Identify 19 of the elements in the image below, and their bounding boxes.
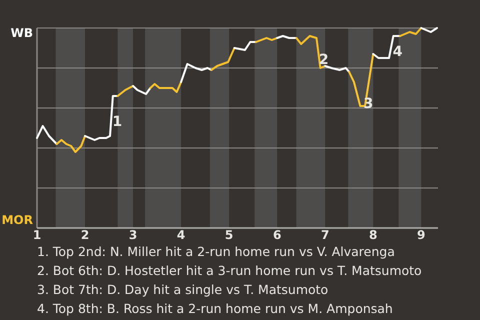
x-tick-label: 6 <box>272 228 282 242</box>
text: 2. Bot 6th: D. Hostetler hit a 3-run home run vs T. Matsumoto <box>37 263 422 278</box>
text: 3. Bot 7th: D. Day hit a single vs T. Matsumoto <box>37 282 328 297</box>
annotation: 2 <box>318 52 329 68</box>
text: MOR <box>2 213 33 227</box>
annotation: 1 <box>112 114 122 130</box>
x-tick-label: 5 <box>224 228 234 242</box>
text: WB <box>10 26 33 40</box>
x-tick-label: 2 <box>80 228 90 242</box>
x-tick-label: 3 <box>128 228 138 242</box>
x-tick-label: 9 <box>417 228 426 242</box>
x-tick-label: 7 <box>320 228 330 242</box>
text: 4. Top 8th: B. Ross hit a 2-run home run vs M. Amponsah <box>37 301 393 316</box>
text: 1. Top 2nd: N. Miller hit a 2-run home run vs V. Alvarenga <box>37 244 395 259</box>
x-tick-label: 1 <box>32 228 42 242</box>
x-tick-label: 8 <box>368 228 378 242</box>
annotation: 3 <box>363 96 374 112</box>
annotation: 4 <box>392 44 403 60</box>
x-tick-label: 4 <box>176 228 186 242</box>
